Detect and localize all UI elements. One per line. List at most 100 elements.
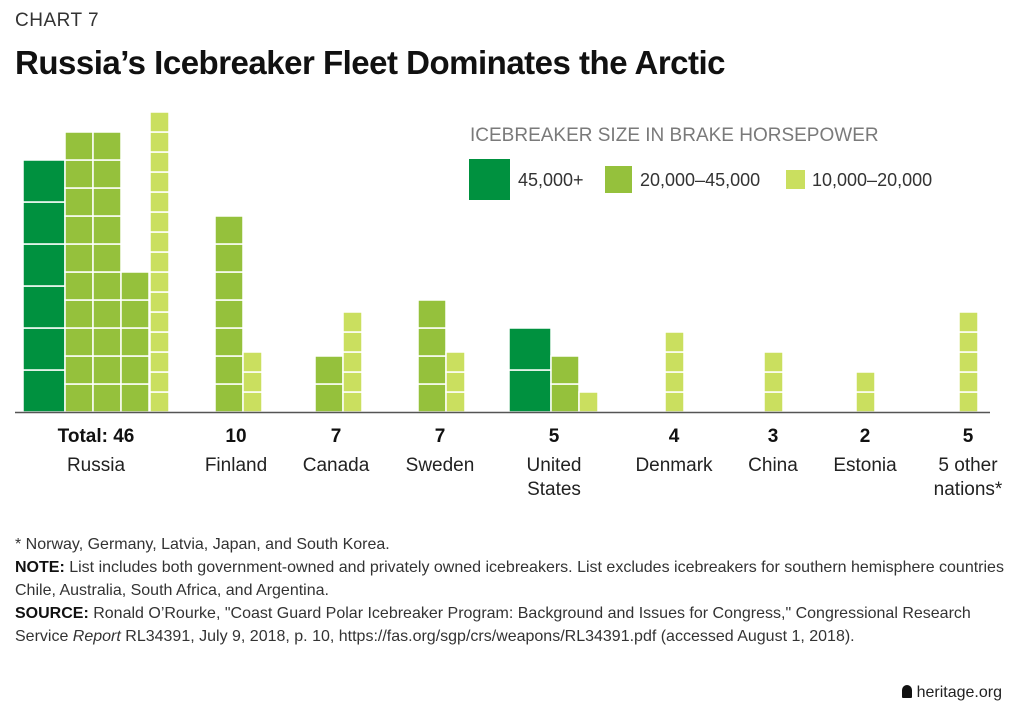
bar-block-russia [64,355,94,385]
bar-block-united-states [550,355,580,385]
bar-block-russia [92,131,122,161]
bar-block-canada [314,383,344,413]
bar-block-5-other-nations [958,391,979,413]
bar-block-russia [22,159,66,203]
category-label-united-states: United States [526,455,582,500]
bar-block-russia [92,159,122,189]
bar-block-5-other-nations [958,351,979,373]
bar-block-russia [149,271,170,293]
bar-block-russia [22,369,66,413]
bar-block-finland [214,355,244,385]
bar-block-russia [64,187,94,217]
total-label-denmark: 4 [668,426,680,447]
total-label-china: 3 [767,426,779,447]
bar-block-united-states [508,369,552,413]
total-label-russia: Total: 46 [57,426,135,447]
category-label-canada: Canada [302,455,370,476]
bar-block-sweden [417,327,447,357]
bar-block-russia [149,231,170,253]
bar-block-sweden [417,299,447,329]
bar-block-russia [64,243,94,273]
legend-title: ICEBREAKER SIZE IN BRAKE HORSEPOWER [470,125,879,146]
bar-block-finland [214,327,244,357]
total-label-united-states: 5 [548,426,560,447]
bar-block-russia [120,355,150,385]
bar-block-estonia [855,391,876,413]
bar-block-russia [149,211,170,233]
total-label-estonia: 2 [859,426,871,447]
bar-block-united-states [578,391,599,413]
source: SOURCE: Ronald O’Rourke, "Coast Guard Po… [15,602,1015,648]
bar-block-5-other-nations [958,371,979,393]
total-label-canada: 7 [330,426,342,447]
bar-block-denmark [664,331,685,353]
bar-block-russia [22,285,66,329]
bar-block-russia [120,327,150,357]
bar-block-russia [149,351,170,373]
bar-block-finland [214,383,244,413]
bar-block-russia [149,311,170,333]
bar-block-russia [64,131,94,161]
bar-block-canada [342,331,363,353]
bar-block-russia [92,383,122,413]
category-label-denmark: Denmark [635,455,713,476]
category-label-russia: Russia [66,455,126,476]
category-label-china: China [748,455,798,476]
bar-block-china [763,371,784,393]
legend-swatch-20000-45000 [605,166,632,193]
bar-block-russia [92,327,122,357]
brand-logo: heritage.org [901,684,1002,702]
bar-block-sweden [445,391,466,413]
category-label-estonia: Estonia [833,455,897,476]
bar-block-5-other-nations [958,331,979,353]
bar-block-finland [214,271,244,301]
bar-block-russia [64,271,94,301]
bar-block-russia [92,355,122,385]
bar-block-finland [242,351,263,373]
bar-block-russia [92,215,122,245]
bar-block-russia [92,299,122,329]
bar-block-finland [214,215,244,245]
chart-title: Russia’s Icebreaker Fleet Dominates the … [15,44,726,81]
bar-block-sweden [445,351,466,373]
note-text: List includes both government-owned and … [15,559,1004,599]
category-label-finland: Finland [204,455,268,476]
bar-block-united-states [508,327,552,371]
bar-block-russia [64,299,94,329]
legend-swatch-10000-20000 [786,170,805,189]
bar-block-canada [342,311,363,333]
bar-block-russia [149,171,170,193]
bar-block-sweden [445,371,466,393]
source-label: SOURCE: [15,605,89,622]
bar-block-russia [120,383,150,413]
bar-block-russia [64,159,94,189]
bar-block-russia [64,327,94,357]
bar-block-russia [22,243,66,287]
total-label-sweden: 7 [434,426,446,447]
bar-block-sweden [417,383,447,413]
bar-block-russia [149,291,170,313]
bar-block-china [763,391,784,413]
bar-block-denmark [664,371,685,393]
bar-block-russia [149,331,170,353]
bar-block-finland [214,299,244,329]
bar-block-5-other-nations [958,311,979,333]
bar-block-canada [314,355,344,385]
bar-block-china [763,351,784,373]
bar-block-denmark [664,351,685,373]
bar-block-russia [120,271,150,301]
bar-block-united-states [550,383,580,413]
bar-block-russia [149,131,170,153]
bar-block-russia [149,251,170,273]
total-label-finland: 10 [225,426,247,447]
bar-block-canada [342,391,363,413]
chart-notes: * Norway, Germany, Latvia, Japan, and So… [15,533,1015,648]
bar-block-russia [64,215,94,245]
bar-block-russia [120,299,150,329]
bar-block-denmark [664,391,685,413]
note: NOTE: List includes both government-owne… [15,556,1015,602]
brand-text: heritage.org [916,684,1002,701]
bar-block-canada [342,351,363,373]
